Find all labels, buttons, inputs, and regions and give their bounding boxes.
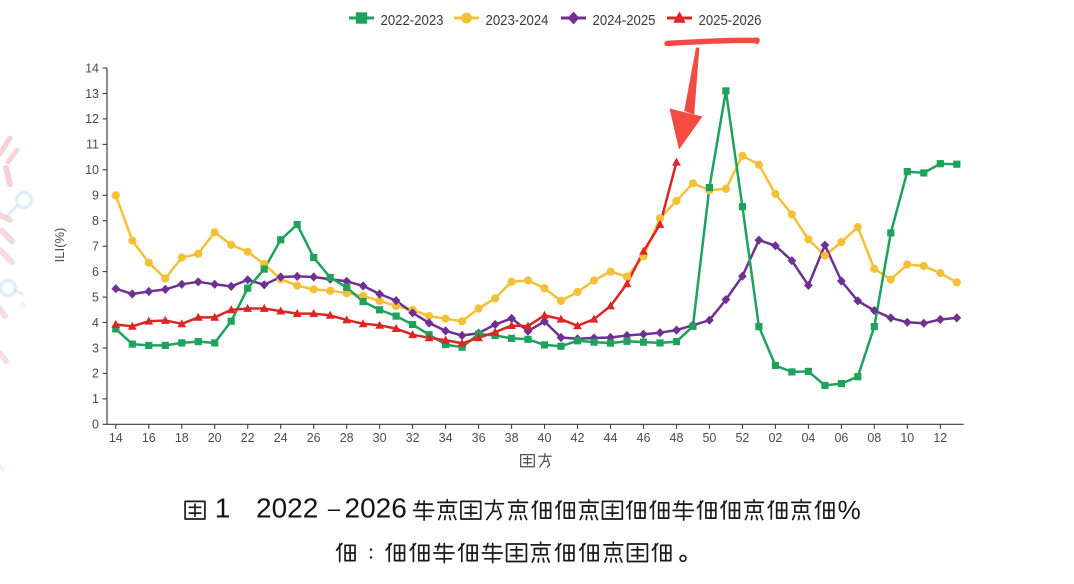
svg-text:22: 22 (241, 431, 255, 445)
svg-text:2: 2 (92, 367, 99, 381)
svg-text:2026: 2026 (345, 493, 407, 524)
svg-text:46: 46 (637, 431, 651, 445)
svg-text:12: 12 (85, 112, 99, 126)
svg-text:–: – (328, 496, 341, 521)
svg-text:02: 02 (768, 431, 782, 445)
svg-text:4: 4 (92, 316, 99, 330)
svg-text:04: 04 (801, 431, 815, 445)
svg-text:1: 1 (215, 493, 231, 524)
svg-text:8: 8 (92, 214, 99, 228)
svg-text:48: 48 (670, 431, 684, 445)
svg-text:3: 3 (92, 341, 99, 355)
svg-text:16: 16 (142, 431, 156, 445)
svg-text:40: 40 (538, 431, 552, 445)
svg-text:06: 06 (834, 431, 848, 445)
svg-text:44: 44 (604, 431, 618, 445)
svg-text:5: 5 (92, 290, 99, 304)
svg-text:12: 12 (933, 431, 947, 445)
svg-text:38: 38 (505, 431, 519, 445)
svg-text:2023-2024: 2023-2024 (486, 12, 549, 29)
svg-text:2024-2025: 2024-2025 (593, 12, 656, 29)
svg-text:18: 18 (175, 431, 189, 445)
svg-text:34: 34 (439, 431, 453, 445)
svg-text:14: 14 (109, 431, 123, 445)
svg-text:10: 10 (85, 163, 99, 177)
svg-text:2025-2026: 2025-2026 (699, 12, 762, 29)
svg-text:08: 08 (867, 431, 881, 445)
svg-text:ILI(%): ILI(%) (52, 228, 67, 263)
svg-text:32: 32 (406, 431, 420, 445)
svg-text:%: % (838, 495, 861, 525)
svg-text:6: 6 (92, 265, 99, 279)
svg-text:2022-2023: 2022-2023 (381, 12, 444, 29)
svg-text:0: 0 (92, 418, 99, 432)
svg-text:10: 10 (900, 431, 914, 445)
svg-text:7: 7 (92, 240, 99, 254)
svg-text:26: 26 (307, 431, 321, 445)
svg-text:14: 14 (85, 61, 99, 75)
svg-text:24: 24 (274, 431, 288, 445)
svg-text:52: 52 (735, 431, 749, 445)
svg-text:1: 1 (92, 392, 99, 406)
svg-text:2022: 2022 (256, 493, 318, 524)
svg-text:11: 11 (86, 138, 99, 152)
svg-text:20: 20 (208, 431, 222, 445)
svg-text:13: 13 (85, 87, 99, 101)
svg-text:30: 30 (373, 431, 387, 445)
svg-text:36: 36 (472, 431, 486, 445)
svg-text:50: 50 (702, 431, 716, 445)
svg-text:42: 42 (571, 431, 585, 445)
svg-text:28: 28 (340, 431, 354, 445)
svg-text:9: 9 (92, 189, 99, 203)
